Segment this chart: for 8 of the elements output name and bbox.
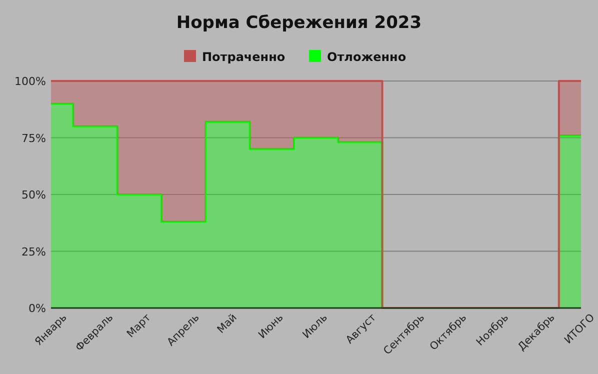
- chart-title: Норма Сбережения 2023: [176, 13, 422, 33]
- legend-label: Отложенно: [327, 50, 406, 64]
- y-tick-label: 100%: [14, 75, 46, 88]
- y-tick-label: 75%: [22, 132, 46, 145]
- y-tick-label: 50%: [22, 188, 46, 202]
- legend-label: Потраченно: [202, 50, 286, 64]
- y-tick-label: 0%: [28, 302, 46, 315]
- y-tick-label: 25%: [22, 245, 46, 258]
